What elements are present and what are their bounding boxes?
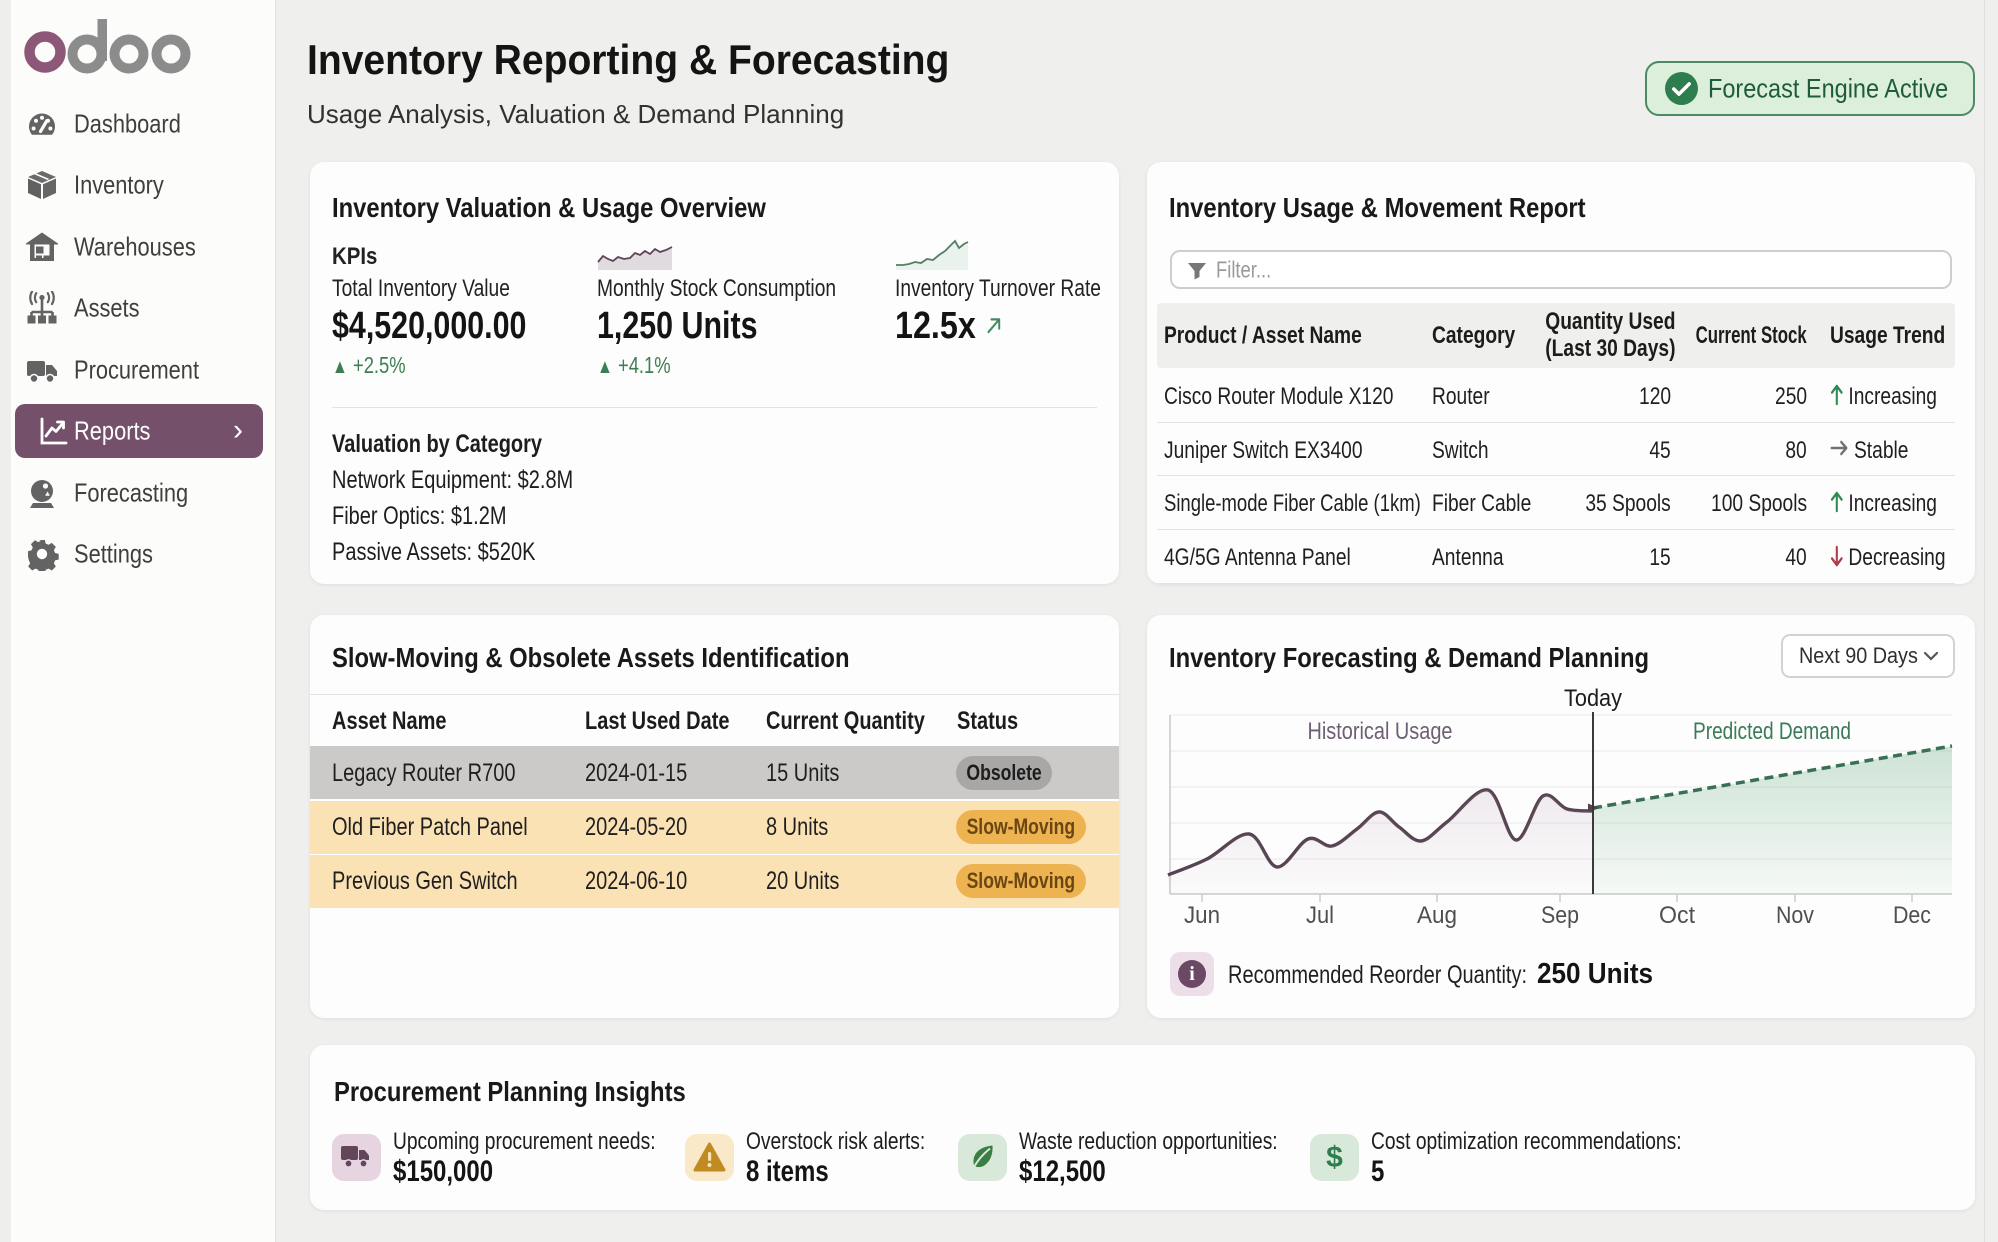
- svg-text:Sep: Sep: [1541, 902, 1579, 929]
- svg-text:Historical Usage: Historical Usage: [1308, 718, 1453, 745]
- svg-text:Nov: Nov: [1776, 902, 1814, 929]
- svg-text:Jun: Jun: [1184, 902, 1220, 929]
- svg-text:Jul: Jul: [1306, 902, 1334, 929]
- svg-text:Predicted Demand: Predicted Demand: [1693, 718, 1851, 745]
- svg-text:Aug: Aug: [1417, 902, 1457, 929]
- svg-text:Oct: Oct: [1659, 902, 1695, 929]
- svg-text:Today: Today: [1564, 685, 1622, 712]
- svg-text:Dec: Dec: [1893, 902, 1931, 929]
